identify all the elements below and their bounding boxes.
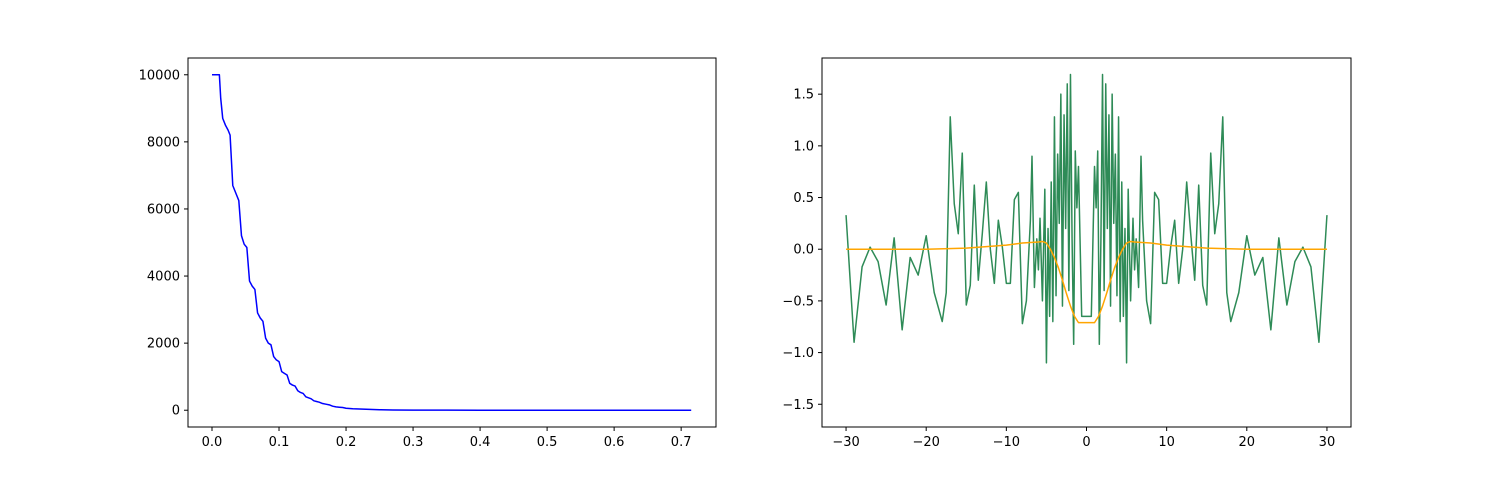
x-tick-label: 0.5 xyxy=(537,435,558,450)
y-tick-label: 1.5 xyxy=(793,88,814,103)
y-tick-label: 6000 xyxy=(147,202,180,217)
x-tick-label: 0.4 xyxy=(470,435,491,450)
y-tick-label: 8000 xyxy=(147,135,180,150)
y-tick-label: 10000 xyxy=(139,68,180,83)
y-tick-label: −1.0 xyxy=(782,346,814,361)
x-tick-label: 0.1 xyxy=(269,435,290,450)
y-tick-label: −0.5 xyxy=(782,294,814,309)
x-tick-label: 30 xyxy=(1319,435,1336,450)
y-tick-label: 2000 xyxy=(147,337,180,352)
x-tick-label: −30 xyxy=(832,435,859,450)
y-tick-label: 1.0 xyxy=(793,139,814,154)
y-tick-label: −1.5 xyxy=(782,398,814,413)
y-tick-label: 4000 xyxy=(147,270,180,285)
y-tick-label: 0.0 xyxy=(793,243,814,258)
y-tick-label: 0 xyxy=(172,404,180,419)
chart-1: 0.0 0.1 0.2 0.3 0.4 0.5 0.6 0.7 0 2000 4000 6000 800… xyxy=(139,57,717,450)
x-tick-label: −20 xyxy=(912,435,939,450)
axes-frame xyxy=(187,57,717,428)
series-line-2-1 xyxy=(845,73,1328,364)
x-tick-label: 20 xyxy=(1239,435,1256,450)
chart-2: −30 −20 −10 0 10 20 30 −1.5 −1.0 −0.5 0.0 0.5 1.0 1.5 xyxy=(782,57,1352,450)
x-tick-label: 0.2 xyxy=(336,435,357,450)
series-line-2-2 xyxy=(846,240,1327,324)
x-tick-label: 0 xyxy=(1082,435,1090,450)
x-tick-label: 10 xyxy=(1158,435,1175,450)
series-line-1-1 xyxy=(211,74,692,411)
x-tick-label: 0.6 xyxy=(604,435,625,450)
x-tick-label: 0.7 xyxy=(671,435,692,450)
x-tick-label: −10 xyxy=(993,435,1020,450)
y-tick-label: 0.5 xyxy=(793,191,814,206)
axes-frame xyxy=(821,57,1352,428)
x-tick-label: 0.3 xyxy=(403,435,424,450)
x-tick-label: 0.0 xyxy=(202,435,223,450)
